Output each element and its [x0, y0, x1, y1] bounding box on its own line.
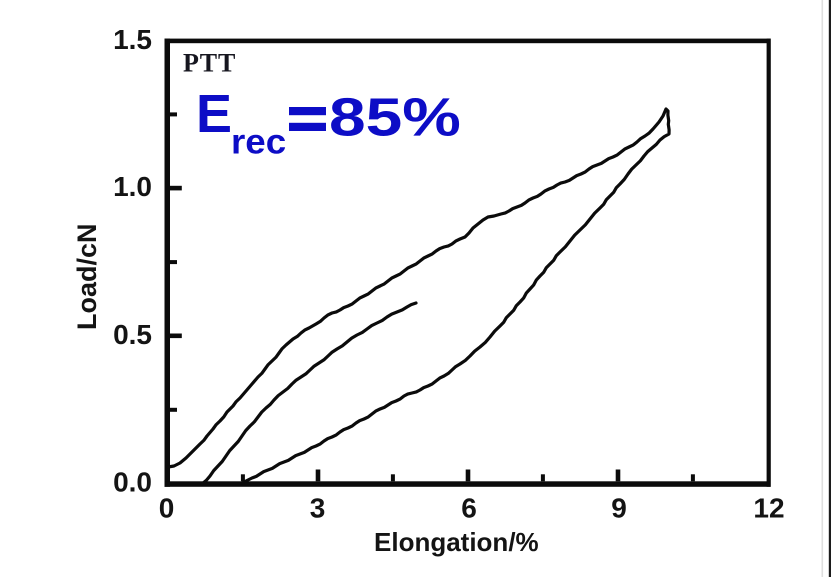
svg-text:3: 3 [310, 493, 326, 524]
svg-text:rec: rec [231, 122, 286, 161]
svg-text:12: 12 [753, 493, 784, 524]
svg-text:6: 6 [461, 493, 477, 524]
svg-text:0.5: 0.5 [113, 319, 152, 350]
svg-text:9: 9 [611, 493, 627, 524]
svg-text:E: E [196, 84, 232, 144]
svg-text:0.0: 0.0 [113, 467, 152, 498]
svg-text:Elongation/%: Elongation/% [374, 527, 539, 557]
svg-text:PTT: PTT [183, 49, 236, 78]
svg-text:85%: 85% [329, 86, 461, 147]
svg-text:1.5: 1.5 [113, 24, 152, 55]
svg-text:1.0: 1.0 [113, 171, 152, 202]
svg-text:Load/cN: Load/cN [72, 223, 102, 330]
svg-text:0: 0 [159, 493, 175, 524]
